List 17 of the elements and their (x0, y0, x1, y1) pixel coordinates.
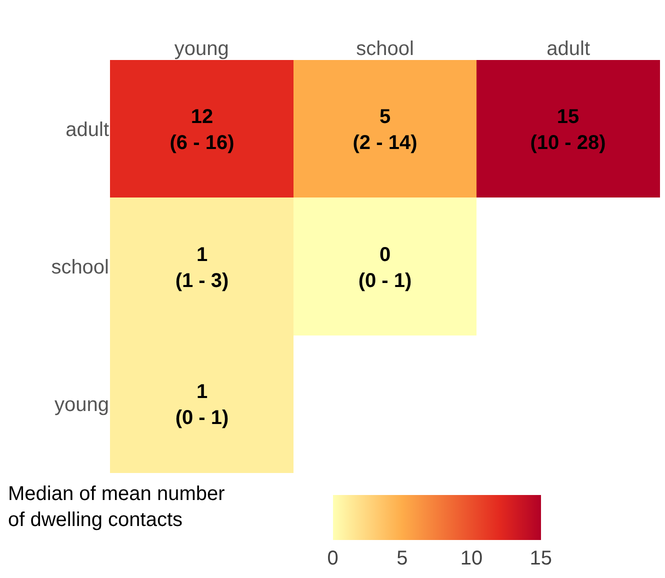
color-bar-label: 5 (396, 548, 408, 570)
data-label: 0 (0 - 1) (358, 244, 412, 292)
x-tick-label: young (174, 38, 229, 60)
data-label: 12 (6 - 16) (170, 106, 234, 154)
color-bar-label: 15 (530, 548, 552, 570)
y-tick-label: adult (66, 118, 110, 141)
data-label: 5 (2 - 14) (352, 106, 418, 154)
color-bar-label: 0 (327, 548, 338, 570)
y-tick-label: school (51, 256, 109, 278)
data-label: 15 (10 - 28) (530, 106, 606, 154)
color-bar-label: 10 (460, 548, 483, 570)
y-tick-label: young (54, 394, 109, 416)
x-tick-label: school (356, 38, 414, 60)
color-bar-title: Median of mean number of dwelling contacts (8, 483, 226, 531)
data-label: 1 (1 - 3) (175, 244, 229, 292)
data-label: 1 (0 - 1) (175, 381, 229, 429)
x-tick-label: adult (546, 38, 590, 60)
